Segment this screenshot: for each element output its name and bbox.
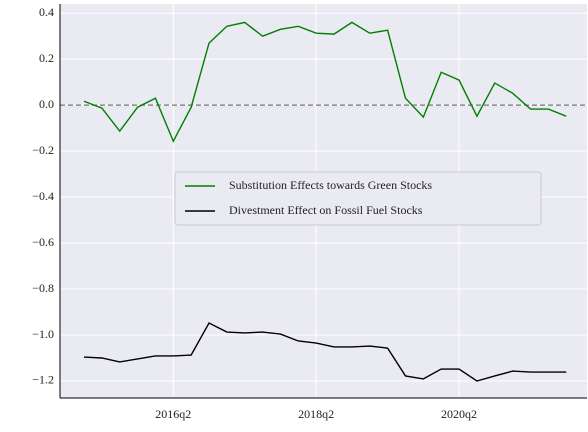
series-line (83, 322, 567, 382)
y-tick-label: −0.2 (32, 143, 54, 157)
y-tick-label: −0.8 (32, 281, 54, 295)
legend-label: Substitution Effects towards Green Stock… (229, 178, 432, 192)
y-tick-label: −1.0 (32, 327, 54, 341)
y-tick-label: 0.0 (39, 97, 54, 111)
legend-label: Divestment Effect on Fossil Fuel Stocks (229, 203, 423, 217)
y-tick-label: −1.2 (32, 373, 54, 387)
legend (174, 171, 542, 226)
y-tick-label: 0.2 (39, 51, 54, 65)
series-line (83, 21, 567, 143)
x-tick-label: 2020q2 (441, 407, 477, 421)
y-tick-label: −0.6 (32, 235, 54, 249)
y-tick-label: 0.4 (39, 5, 54, 19)
x-tick-label: 2016q2 (155, 407, 191, 421)
x-tick-label: 2018q2 (298, 407, 334, 421)
y-tick-label: −0.4 (32, 189, 54, 203)
